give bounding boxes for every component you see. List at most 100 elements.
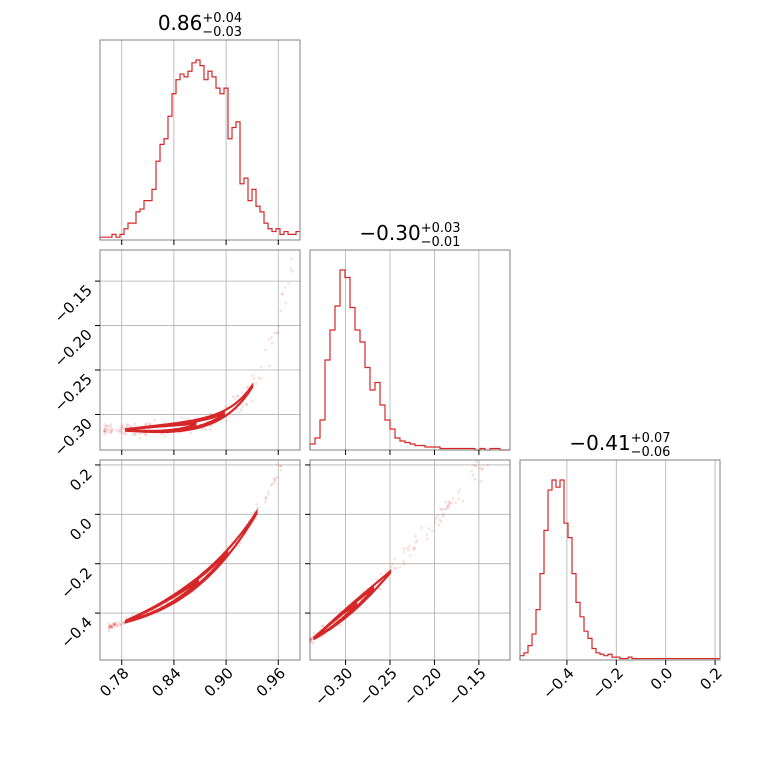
sample-point [481,468,484,472]
x-tick-label: −0.25 [356,664,401,709]
sample-point [109,423,113,426]
sample-point [233,397,236,400]
x-tick-label: −0.4 [539,664,577,702]
sample-point [160,432,163,436]
sample-point [474,465,477,468]
sample-point [110,429,114,433]
sample-point [115,622,118,625]
sample-point [310,637,314,640]
x-tick-label: 0.90 [201,664,237,700]
sample-point [103,423,106,426]
contour-level-2 [132,578,199,621]
sample-point [143,432,146,435]
sample-point [122,427,125,430]
sample-point [398,566,402,569]
sample-point [119,431,123,434]
sample-point [264,348,267,352]
sample-point [471,473,475,477]
sample-point [200,427,204,431]
sample-point [311,641,315,645]
sample-point [107,626,111,629]
sample-point [447,500,451,503]
sample-point [439,520,443,523]
sample-point [280,292,284,296]
sample-point [109,428,113,431]
sample-point [125,424,129,427]
sample-point [447,503,451,506]
sample-point [312,632,316,635]
x-tick-label: −0.20 [400,664,445,709]
sample-point [276,463,279,466]
sample-point [121,622,125,625]
sample-point [255,502,258,506]
sample-point [254,382,258,385]
sample-point [486,463,490,467]
grid [566,460,716,660]
sample-point [103,426,107,430]
grid [310,460,510,660]
title-plus: +0.03 [421,221,461,236]
y-tick-label: −0.15 [51,281,96,326]
sample-point [134,433,137,436]
sample-point [439,507,442,511]
x-tick-label: −0.15 [444,664,489,709]
sample-point [108,624,112,628]
sample-point [122,621,126,625]
sample-point [414,535,417,538]
sample-point [408,544,411,548]
contour-level-2 [132,422,197,433]
sample-point [108,625,112,629]
sample-point [245,403,248,406]
sample-point [116,430,120,433]
sample-point [257,376,261,380]
sample-point [123,433,127,436]
sample-point [470,470,473,473]
sample-point [121,425,124,429]
sample-point [447,505,450,509]
sample-point [118,429,122,433]
sample-point [279,464,282,468]
sample-point [107,622,110,625]
sample-point [112,622,116,626]
sample-point [264,495,268,498]
sample-point [290,257,293,260]
sample-point [384,569,388,573]
sample-point [209,412,213,416]
sample-point [279,309,282,313]
sample-point [289,267,293,271]
sample-point [210,424,213,428]
grid [121,40,279,240]
sample-point [252,377,256,381]
sample-point [235,394,238,398]
sample-point [473,477,477,481]
sample-point [124,425,127,428]
sample-point [189,431,192,435]
sample-point [448,501,451,505]
sample-point [237,394,240,398]
sample-point [122,620,125,624]
sample-point [264,497,267,501]
sample-point [479,480,482,483]
sample-point [444,507,448,511]
sample-point [138,432,142,436]
sample-point [109,625,113,629]
sample-point [433,521,437,524]
sample-point [103,427,106,430]
sample-point [116,624,119,628]
sample-point [103,429,106,433]
y-tick-label: −0.25 [51,370,96,415]
sample-point [180,416,183,419]
sample-point [391,562,394,566]
sample-point [267,490,270,494]
sample-point [403,547,406,551]
sample-point [256,506,260,510]
sample-point [111,625,114,629]
sample-point [456,491,460,494]
sample-point [103,433,106,436]
sample-point [110,429,113,433]
sample-point [107,625,111,628]
sample-point [104,427,107,431]
title-param-1: −0.30+0.03 −0.01 [359,221,460,250]
sample-point [430,529,434,533]
x-tick-label: 0.2 [696,664,726,694]
